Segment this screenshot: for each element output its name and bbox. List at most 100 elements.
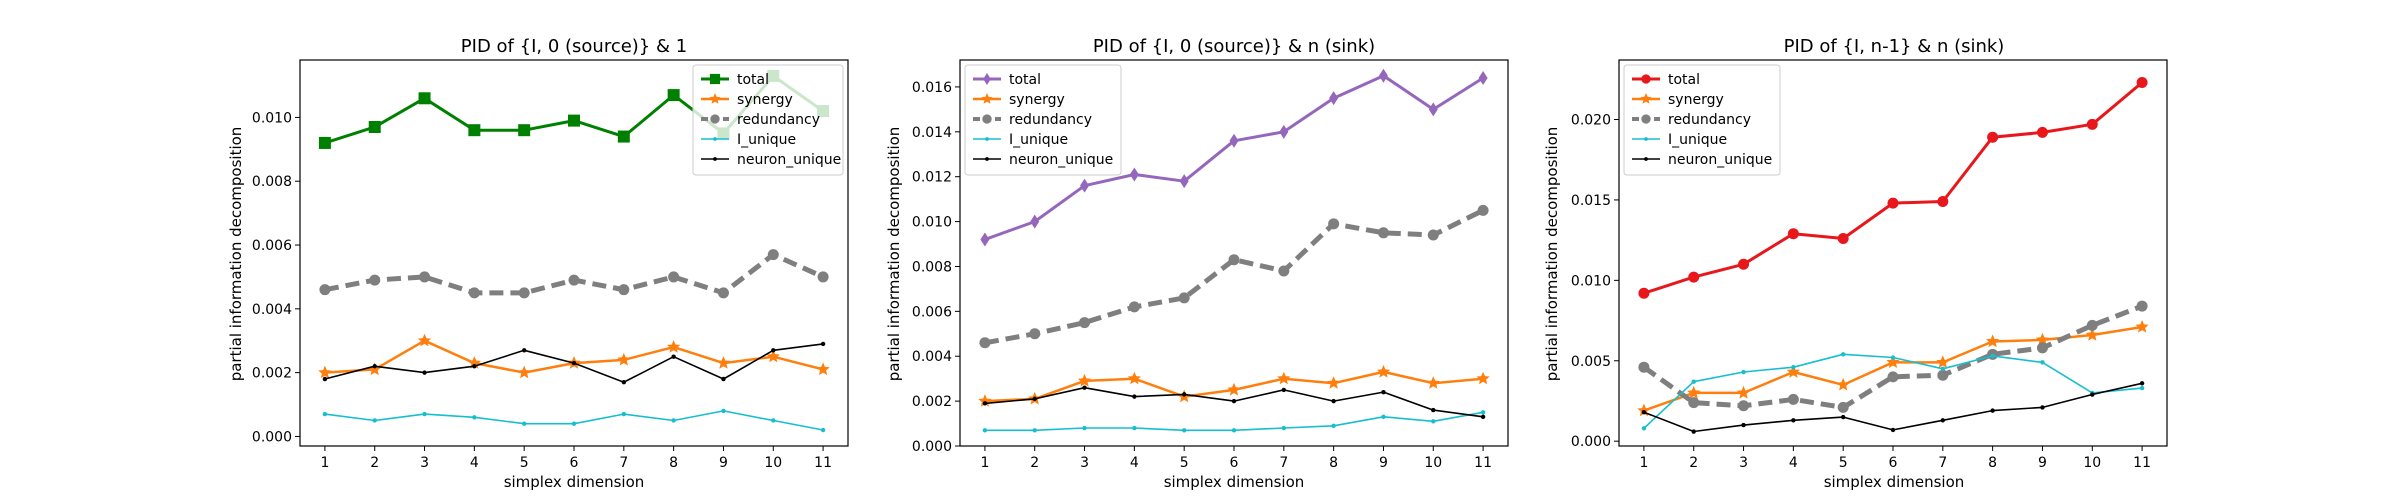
point-I_unique [1940, 366, 1946, 371]
point-neuron_unique [2090, 392, 2095, 397]
x-tick-label: 11 [814, 455, 832, 471]
y-tick-label: 0.020 [1571, 113, 1611, 129]
point-redundancy [767, 249, 779, 261]
y-tick-label: 0.015 [1571, 193, 1611, 209]
series-line-redundancy [324, 252, 825, 296]
point-neuron_unique [1480, 414, 1486, 420]
point-neuron_unique [621, 379, 627, 385]
point-total [1428, 102, 1438, 117]
panel-3: PID of {I, n-1} & n (sink) simplex dimen… [1543, 36, 2168, 491]
point-total [1229, 133, 1239, 148]
point-redundancy [618, 284, 630, 296]
point-neuron_unique [771, 348, 776, 353]
point-synergy [1736, 385, 1751, 399]
point-redundancy [1128, 301, 1140, 313]
point-I_unique [721, 408, 726, 414]
x-tick-label: 2 [1689, 455, 1698, 471]
point-neuron_unique [472, 364, 477, 369]
x-tick-label: 3 [1739, 455, 1748, 471]
point-I_unique [1840, 352, 1846, 357]
series-line-redundancy [1642, 303, 2144, 410]
x-tick-label: 5 [1180, 455, 1189, 471]
x-tick-label: 3 [1080, 455, 1089, 471]
point-synergy [2085, 328, 2099, 341]
point-redundancy [1178, 292, 1190, 304]
point-I_unique [1132, 425, 1137, 431]
legend-label-total: total [1668, 72, 1700, 88]
x-tick-label: 1 [980, 455, 989, 471]
point-I_unique [820, 427, 826, 433]
point-total [1080, 178, 1090, 193]
point-redundancy [1328, 218, 1340, 230]
point-total [418, 92, 431, 105]
series-line-I_unique [984, 411, 1484, 432]
point-total [1478, 70, 1488, 85]
legend-box [692, 64, 844, 176]
point-synergy [617, 352, 631, 366]
legend-marker-synergy [709, 93, 721, 104]
point-redundancy [468, 287, 480, 299]
point-total [1787, 228, 1799, 240]
point-total [1638, 287, 1650, 299]
point-neuron_unique [1032, 396, 1037, 402]
y-tick-label: 0.000 [1571, 434, 1611, 450]
series-line-I_unique [324, 410, 824, 431]
x-tick-label: 11 [2133, 455, 2151, 471]
point-total [2136, 77, 2148, 89]
legend-label-synergy: synergy [737, 92, 793, 108]
point-synergy [1426, 376, 1440, 389]
legend-marker-I_unique [713, 137, 717, 141]
point-I_unique [322, 411, 328, 417]
point-synergy [1277, 371, 1291, 385]
point-neuron_unique [422, 370, 427, 375]
point-total [1329, 91, 1339, 106]
x-tick-label: 8 [669, 455, 678, 471]
point-total [1179, 174, 1189, 189]
x-tick-label: 6 [570, 455, 579, 471]
legend-marker-synergy [981, 93, 993, 104]
point-I_unique [2040, 360, 2045, 365]
y-tick-label: 0.005 [1571, 354, 1611, 370]
y-tick-label: 0.000 [252, 429, 292, 445]
x-tick-label: 2 [1030, 455, 1039, 471]
point-synergy [1637, 403, 1651, 417]
legend-label-synergy: synergy [1668, 92, 1724, 108]
point-neuron_unique [671, 354, 676, 359]
series-line-neuron_unique [1643, 382, 2143, 433]
point-redundancy [1688, 397, 1700, 409]
point-I_unique [1381, 414, 1386, 420]
point-neuron_unique [820, 341, 826, 347]
point-I_unique [472, 415, 477, 420]
x-tick-label: 8 [1988, 455, 1997, 471]
point-total [1279, 124, 1289, 139]
legend-label-neuron_unique: neuron_unique [1668, 152, 1772, 168]
y-tick-label: 0.008 [252, 174, 292, 190]
y-tick-label: 0.006 [252, 238, 292, 254]
point-synergy [716, 356, 731, 369]
point-synergy [1077, 373, 1092, 387]
legend-marker-I_unique [1644, 137, 1648, 141]
point-synergy [1376, 364, 1391, 378]
y-tick-label: 0.002 [252, 366, 292, 382]
panel-1-ylabel: partial information decomposition [227, 127, 245, 382]
point-redundancy [1079, 317, 1091, 329]
point-total [1688, 271, 1700, 283]
x-tick-label: 7 [619, 455, 628, 471]
point-neuron_unique [571, 360, 577, 366]
point-synergy [667, 340, 681, 353]
panel-2-plot: 1 2 3 4 5 6 7 8 9 10 11 0.000 0.002 0.004 0.006 0.008 0.… [912, 59, 1509, 471]
point-synergy [2135, 320, 2149, 333]
point-I_unique [671, 418, 676, 423]
legend-label-redundancy: redundancy [1668, 112, 1751, 128]
point-synergy [517, 365, 531, 379]
legend-marker-redundancy [710, 114, 720, 124]
point-neuron_unique [1231, 398, 1237, 404]
y-tick-label: 0.014 [912, 125, 952, 141]
legend-label-neuron_unique: neuron_unique [737, 152, 841, 168]
point-I_unique [521, 421, 527, 426]
point-I_unique [571, 421, 577, 426]
series-line-synergy [1643, 325, 2143, 412]
point-redundancy [319, 284, 331, 296]
point-I_unique [1480, 410, 1486, 415]
point-synergy [1227, 382, 1241, 396]
